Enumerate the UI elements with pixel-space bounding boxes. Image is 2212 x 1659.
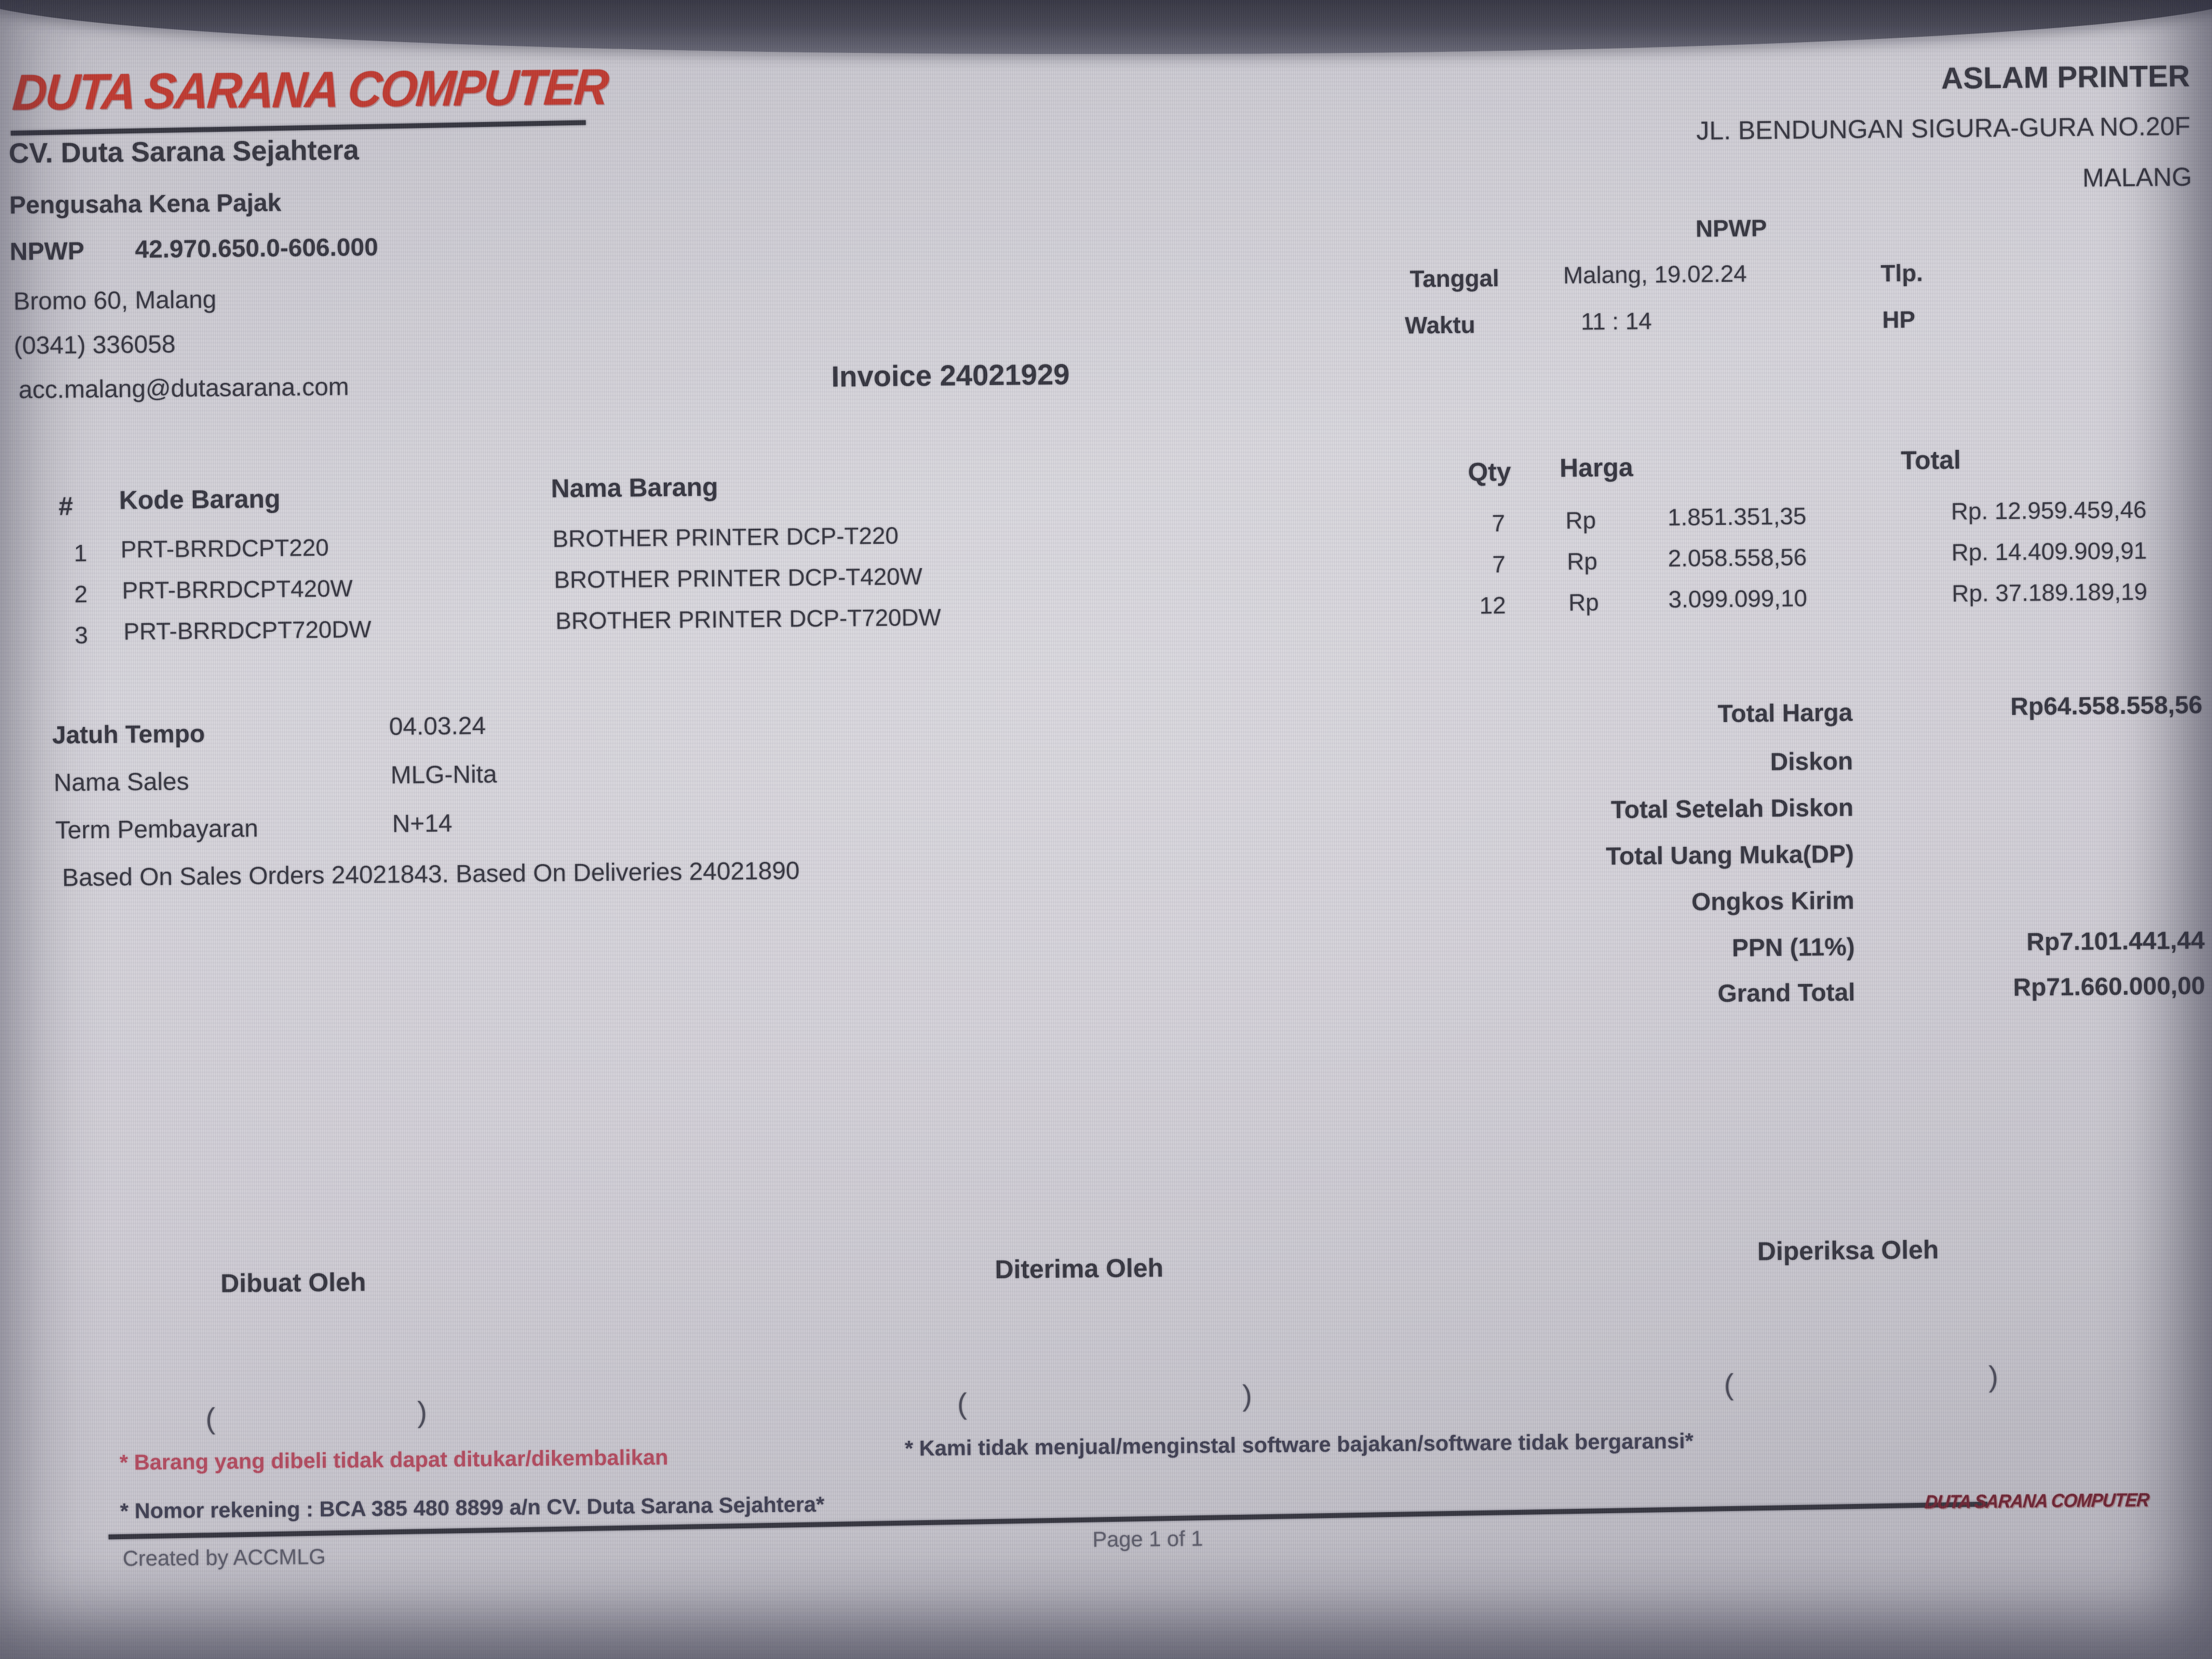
signature-paren-open: ( <box>205 1402 216 1435</box>
row-total: Rp. 14.409.909,91 <box>1951 537 2147 566</box>
seller-address: Bromo 60, Malang <box>13 285 217 315</box>
row-price: 3.099.099,10 <box>1668 585 1808 613</box>
buyer-address: JL. BENDUNGAN SIGURA-GURA NO.20F <box>1696 112 2191 146</box>
setelah-diskon-label: Total Setelah Diskon <box>1610 793 1854 824</box>
row-qty: 7 <box>1492 510 1506 537</box>
row-currency: Rp <box>1568 589 1599 616</box>
waktu-label: Waktu <box>1405 312 1476 339</box>
hp-label: HP <box>1882 306 1916 334</box>
buyer-name: ASLAM PRINTER <box>1941 58 2190 96</box>
signature-paren-close: ) <box>1988 1360 1999 1393</box>
row-code: PRT-BRRDCPT720DW <box>123 616 372 645</box>
col-header-qty: Qty <box>1467 457 1512 487</box>
row-num: 1 <box>73 540 87 567</box>
col-header-total: Total <box>1900 446 1961 475</box>
tanggal-value: Malang, 19.02.24 <box>1563 260 1747 289</box>
term-value: N+14 <box>392 808 453 838</box>
uang-muka-label: Total Uang Muka(DP) <box>1606 839 1854 871</box>
based-on-note: Based On Sales Orders 24021843. Based On… <box>62 856 800 892</box>
signature-paren-open: ( <box>957 1387 967 1420</box>
waktu-value: 11 : 14 <box>1581 308 1652 335</box>
signature-paren-open: ( <box>1723 1368 1734 1401</box>
col-header-num: # <box>58 492 73 521</box>
created-by-label: Created by ACCMLG <box>123 1545 326 1571</box>
dibuat-oleh-label: Dibuat Oleh <box>220 1268 366 1298</box>
seller-npwp-label: NPWP <box>9 237 85 266</box>
term-label: Term Pembayaran <box>55 814 259 844</box>
row-total: Rp. 12.959.459,46 <box>1951 496 2147 525</box>
row-code: PRT-BRRDCPT420W <box>122 575 353 604</box>
diperiksa-oleh-label: Diperiksa Oleh <box>1757 1236 1939 1266</box>
grand-total-label: Grand Total <box>1717 977 1856 1008</box>
sales-value: MLG-Nita <box>390 759 497 789</box>
seller-logo: DUTA SARANA COMPUTER <box>10 58 610 121</box>
total-harga-label: Total Harga <box>1717 698 1853 728</box>
diskon-label: Diskon <box>1770 746 1853 776</box>
row-name: BROTHER PRINTER DCP-T420W <box>554 563 923 594</box>
row-price: 1.851.351,35 <box>1667 503 1807 531</box>
page-indicator: Page 1 of 1 <box>1092 1527 1203 1552</box>
ongkos-kirim-label: Ongkos Kirim <box>1691 886 1854 916</box>
signature-paren-close: ) <box>417 1396 427 1429</box>
col-header-price: Harga <box>1559 453 1634 483</box>
row-name: BROTHER PRINTER DCP-T220 <box>552 522 899 552</box>
row-num: 3 <box>75 622 89 649</box>
footer-note-bank-account: * Nomor rekening : BCA 385 480 8899 a/n … <box>120 1493 825 1523</box>
row-currency: Rp <box>1567 548 1598 575</box>
buyer-npwp-label: NPWP <box>1695 215 1767 242</box>
row-qty: 12 <box>1479 592 1506 619</box>
row-name: BROTHER PRINTER DCP-T720DW <box>555 604 941 635</box>
signature-paren-close: ) <box>1242 1379 1252 1412</box>
seller-phone: (0341) 336058 <box>14 329 176 360</box>
row-currency: Rp <box>1565 507 1596 534</box>
ppn-value: Rp7.101.441,44 <box>2026 926 2205 956</box>
buyer-city: MALANG <box>2082 163 2193 193</box>
col-header-code: Kode Barang <box>119 484 281 515</box>
sales-label: Nama Sales <box>53 767 190 797</box>
footer-small-logo: DUTA SARANA COMPUTER <box>1924 1489 2150 1513</box>
invoice-title: Invoice 24021929 <box>831 358 1070 393</box>
diterima-oleh-label: Diterima Oleh <box>994 1254 1164 1285</box>
row-price: 2.058.558,56 <box>1668 544 1807 572</box>
seller-tax-status: Pengusaha Kena Pajak <box>9 188 282 219</box>
row-code: PRT-BRRDCPT220 <box>120 534 329 563</box>
total-harga-value: Rp64.558.558,56 <box>2010 690 2203 720</box>
seller-email: acc.malang@dutasarana.com <box>18 372 349 404</box>
seller-company: CV. Duta Sarana Sejahtera <box>8 134 359 170</box>
ppn-label: PPN (11%) <box>1731 932 1855 962</box>
row-qty: 7 <box>1492 551 1506 578</box>
row-num: 2 <box>74 581 88 608</box>
footer-note-return-policy: * Barang yang dibeli tidak dapat ditukar… <box>119 1445 669 1475</box>
tanggal-label: Tanggal <box>1410 265 1500 293</box>
logo-underline <box>10 120 586 136</box>
due-label: Jatuh Tempo <box>52 719 205 749</box>
col-header-name: Nama Barang <box>551 473 718 503</box>
tlp-label: Tlp. <box>1880 260 1923 287</box>
due-value: 04.03.24 <box>389 711 486 740</box>
footer-note-warranty: * Kami tidak menjual/menginstal software… <box>905 1429 1694 1461</box>
row-total: Rp. 37.189.189,19 <box>1951 578 2148 607</box>
seller-npwp-value: 42.970.650.0-606.000 <box>134 232 379 264</box>
grand-total-value: Rp71.660.000,00 <box>2013 971 2206 1001</box>
